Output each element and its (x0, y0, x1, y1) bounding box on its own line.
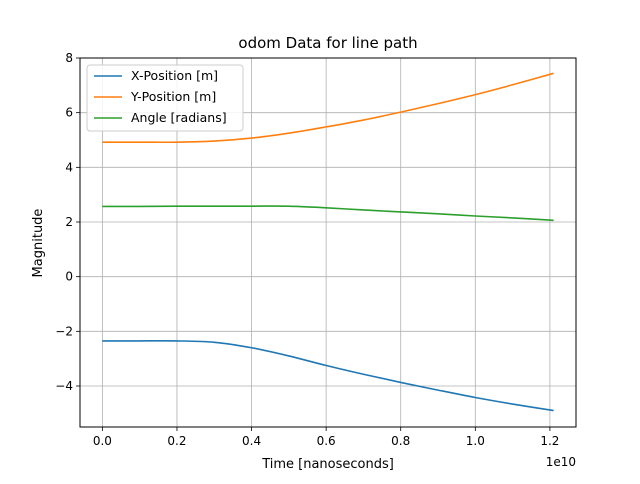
x-tick-label: 1.2 (540, 434, 559, 448)
plot-frame (79, 57, 577, 428)
series-line-0 (102, 339, 554, 412)
legend: X-Position [m] Y-Position [m] Angle [radia… (86, 64, 244, 132)
x-tick-label: 0.6 (317, 434, 336, 448)
y-tick-label: −4 (55, 379, 73, 393)
y-tick-label: 0 (65, 270, 73, 284)
x-axis-label: Time [nanoseconds] (261, 457, 394, 472)
series-line-1 (102, 72, 554, 144)
legend-label: Angle [radians] (131, 110, 227, 125)
x-tick-label: 1.0 (466, 434, 485, 448)
y-axis-ticks: −4 −2 0 2 4 6 8 (55, 51, 80, 393)
x-axis-ticks: 0.0 0.2 0.4 0.6 0.8 1.0 1.2 (93, 427, 559, 448)
y-tick-label: 4 (65, 160, 73, 174)
y-tick-label: −2 (55, 324, 73, 338)
x-tick-label: 0.2 (167, 434, 186, 448)
y-tick-label: 6 (65, 106, 73, 120)
chart-title: odom Data for line path (238, 34, 417, 52)
y-tick-label: 2 (65, 215, 73, 229)
x-tick-label: 0.8 (391, 434, 410, 448)
y-tick-label: 8 (65, 51, 73, 65)
x-tick-label: 0.0 (93, 434, 112, 448)
y-axis-label: Magnitude (31, 209, 46, 278)
series-lines (102, 72, 554, 412)
x-tick-label: 0.4 (242, 434, 261, 448)
x-offset-text: 1e10 (546, 455, 576, 469)
series-line-2 (102, 205, 554, 222)
legend-box (86, 64, 244, 132)
legend-label: Y-Position [m] (130, 89, 216, 104)
legend-label: X-Position [m] (131, 68, 218, 83)
